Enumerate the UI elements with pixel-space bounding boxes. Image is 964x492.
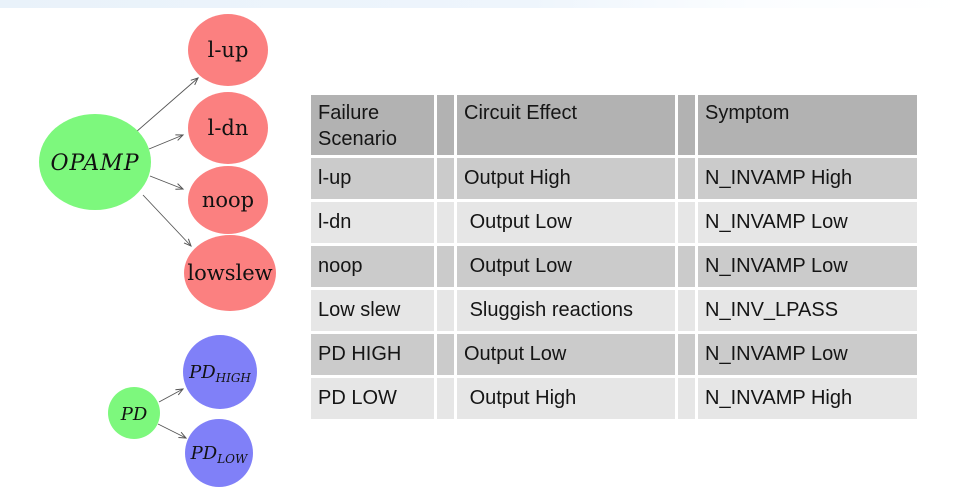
lowslew-ellipse [184, 235, 276, 311]
header-spacer-1 [437, 95, 454, 155]
cell-symptom: N_INVAMP Low [698, 334, 917, 375]
header-failure-scenario: Failure Scenario [311, 95, 434, 155]
cell-spacer [678, 158, 695, 199]
cell-symptom: N_INVAMP High [698, 378, 917, 419]
cell-spacer [437, 334, 454, 375]
edge-opamp-lup-arrow [135, 77, 199, 133]
cell-effect: Output Low [457, 202, 675, 243]
noop-label: noop [202, 188, 254, 212]
cell-spacer [678, 202, 695, 243]
table-row: noop Output Low N_INVAMP Low [311, 246, 917, 287]
noop-ellipse [188, 166, 268, 234]
pd-circle [108, 387, 160, 439]
cell-failure: l-dn [311, 202, 434, 243]
lup-node: l-up [188, 14, 268, 86]
pd-label: PD [120, 404, 148, 425]
failure-scenario-table: Failure Scenario Circuit Effect Symptom … [308, 92, 920, 422]
edge-opamp-noop-arrow [149, 175, 185, 190]
edge-opamp-ldn-arrow [148, 134, 185, 150]
cell-failure: noop [311, 246, 434, 287]
cell-symptom: N_INVAMP Low [698, 202, 917, 243]
cell-spacer [678, 378, 695, 419]
cell-effect: Output High [457, 158, 675, 199]
opamp-ellipse [39, 114, 151, 210]
table-row: l-up Output High N_INVAMP High [311, 158, 917, 199]
lup-ellipse [188, 14, 268, 86]
pdhigh-node: PDHIGH [183, 335, 257, 409]
cell-spacer [437, 378, 454, 419]
noop-node: noop [188, 166, 268, 234]
opamp-node: OPAMP [39, 114, 151, 210]
table-header-row: Failure Scenario Circuit Effect Symptom [311, 95, 917, 155]
cell-effect: Output Low [457, 334, 675, 375]
fault-tree-diagram: OPAMP l-up l-dn noop lowslew PD [39, 14, 276, 487]
header-spacer-2 [678, 95, 695, 155]
edge-opamp-lowslew-arrow [142, 194, 192, 247]
cell-effect: Sluggish reactions [457, 290, 675, 331]
pdlow-label-base: PD [190, 443, 218, 464]
pdlow-label-sub: LOW [216, 452, 249, 466]
pd-node: PD [108, 387, 160, 439]
cell-spacer [437, 158, 454, 199]
pdhigh-label-sub: HIGH [215, 371, 252, 385]
table-row: PD LOW Output High N_INVAMP High [311, 378, 917, 419]
cell-failure: Low slew [311, 290, 434, 331]
edge-pd-pdlow-arrow [157, 423, 188, 439]
pdlow-circle [185, 419, 253, 487]
cell-spacer [437, 290, 454, 331]
pdlow-label: PDLOW [190, 443, 249, 466]
cell-effect: Output Low [457, 246, 675, 287]
cell-failure: PD LOW [311, 378, 434, 419]
table-row: l-dn Output Low N_INVAMP Low [311, 202, 917, 243]
cell-failure: PD HIGH [311, 334, 434, 375]
lup-label: l-up [208, 38, 249, 62]
lowslew-node: lowslew [184, 235, 276, 311]
table-row: Low slew Sluggish reactions N_INV_LPASS [311, 290, 917, 331]
cell-symptom: N_INVAMP High [698, 158, 917, 199]
cell-symptom: N_INVAMP Low [698, 246, 917, 287]
edge-pd-pdhigh-arrow [158, 388, 185, 403]
pdhigh-label: PDHIGH [188, 362, 251, 385]
lowslew-label: lowslew [187, 261, 272, 285]
ldn-ellipse [188, 92, 268, 164]
cell-spacer [437, 202, 454, 243]
cell-effect: Output High [457, 378, 675, 419]
table-row: PD HIGH Output Low N_INVAMP Low [311, 334, 917, 375]
cell-spacer [437, 246, 454, 287]
top-edge-strip [0, 0, 964, 8]
cell-spacer [678, 334, 695, 375]
header-symptom: Symptom [698, 95, 917, 155]
cell-spacer [678, 246, 695, 287]
opamp-label: OPAMP [50, 151, 139, 176]
cell-symptom: N_INV_LPASS [698, 290, 917, 331]
pdhigh-label-base: PD [188, 362, 216, 383]
ldn-node: l-dn [188, 92, 268, 164]
header-circuit-effect: Circuit Effect [457, 95, 675, 155]
pdlow-node: PDLOW [185, 419, 253, 487]
cell-spacer [678, 290, 695, 331]
ldn-label: l-dn [208, 116, 249, 140]
cell-failure: l-up [311, 158, 434, 199]
pdhigh-circle [183, 335, 257, 409]
